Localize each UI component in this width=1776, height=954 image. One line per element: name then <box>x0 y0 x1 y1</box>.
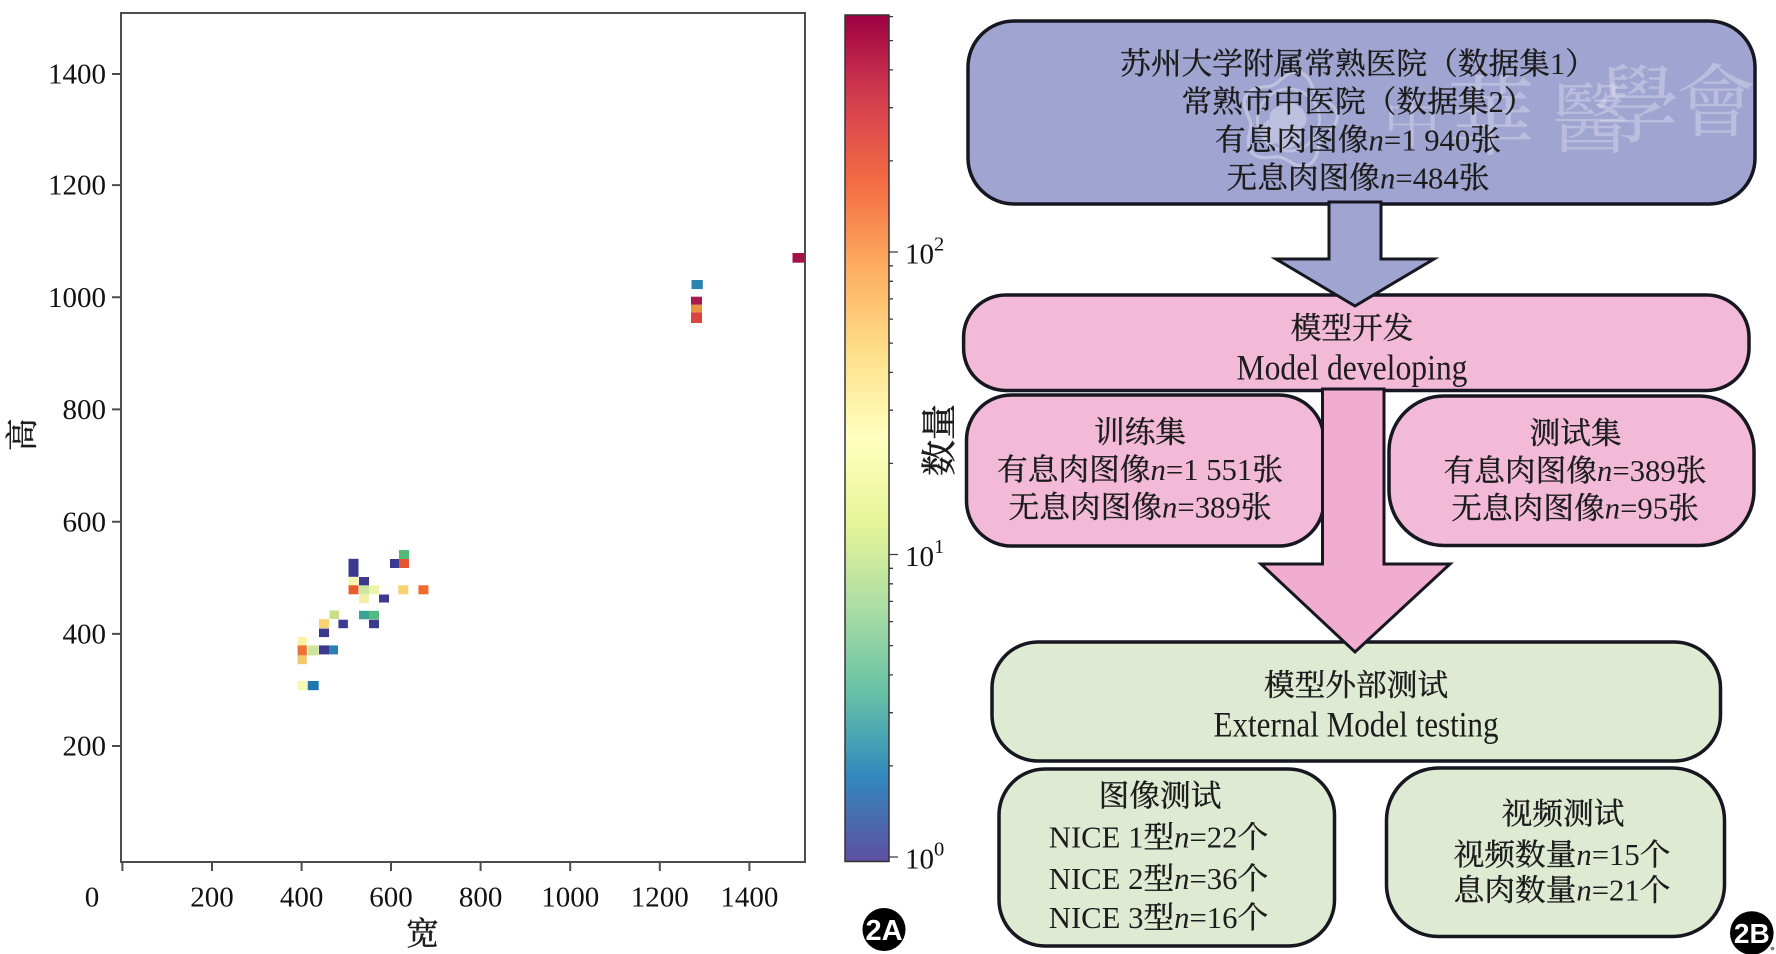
svg-text:2B: 2B <box>1734 918 1770 949</box>
svg-text:102: 102 <box>905 234 944 271</box>
svg-text:n: n <box>1597 454 1612 488</box>
svg-text:=16: =16 <box>1190 901 1238 935</box>
svg-text:400: 400 <box>63 619 107 651</box>
svg-text:n: n <box>1369 123 1384 157</box>
svg-text:1000: 1000 <box>541 882 599 914</box>
svg-text:=389: =389 <box>1177 491 1240 525</box>
svg-text:=15: =15 <box>1592 838 1640 872</box>
svg-text:n: n <box>1174 821 1189 855</box>
svg-text:n: n <box>1605 492 1620 526</box>
svg-text:n: n <box>1151 453 1166 487</box>
svg-text:600: 600 <box>369 882 413 914</box>
svg-text:800: 800 <box>459 882 503 914</box>
svg-text:NICE 3: NICE 3 <box>1049 901 1144 935</box>
svg-text:Model developing: Model developing <box>1237 348 1468 388</box>
svg-text:=389: =389 <box>1612 454 1675 488</box>
svg-text:1400: 1400 <box>720 882 778 914</box>
svg-text:n: n <box>1380 161 1395 195</box>
svg-text:2A: 2A <box>865 915 902 947</box>
svg-text:400: 400 <box>280 882 324 914</box>
svg-text:=484: =484 <box>1395 161 1458 195</box>
svg-text:200: 200 <box>63 731 107 763</box>
svg-text:=36: =36 <box>1190 862 1238 896</box>
svg-text:2: 2 <box>1489 85 1504 119</box>
svg-text:800: 800 <box>63 394 107 426</box>
svg-text:1200: 1200 <box>48 170 106 202</box>
svg-text:=95: =95 <box>1620 492 1668 526</box>
svg-text:n: n <box>1576 874 1591 908</box>
svg-text:=21: =21 <box>1592 874 1640 908</box>
svg-text:n: n <box>1576 838 1591 872</box>
svg-text:200: 200 <box>190 882 234 914</box>
svg-text:n: n <box>1174 901 1189 935</box>
svg-text:=22: =22 <box>1190 821 1238 855</box>
svg-text:n: n <box>1174 862 1189 896</box>
svg-text:NICE 1: NICE 1 <box>1049 821 1144 855</box>
svg-text:1200: 1200 <box>631 882 689 914</box>
svg-text:1000: 1000 <box>48 282 106 314</box>
svg-text:600: 600 <box>63 506 107 538</box>
svg-text:1400: 1400 <box>48 59 106 91</box>
svg-text:External Model testing: External Model testing <box>1214 705 1499 745</box>
svg-text:=1 940: =1 940 <box>1384 123 1470 157</box>
svg-text:n: n <box>1162 491 1177 525</box>
svg-text:0: 0 <box>85 882 100 914</box>
svg-text:=1 551: =1 551 <box>1166 453 1252 487</box>
svg-text:NICE 2: NICE 2 <box>1049 862 1144 896</box>
svg-text:1: 1 <box>1550 47 1565 81</box>
